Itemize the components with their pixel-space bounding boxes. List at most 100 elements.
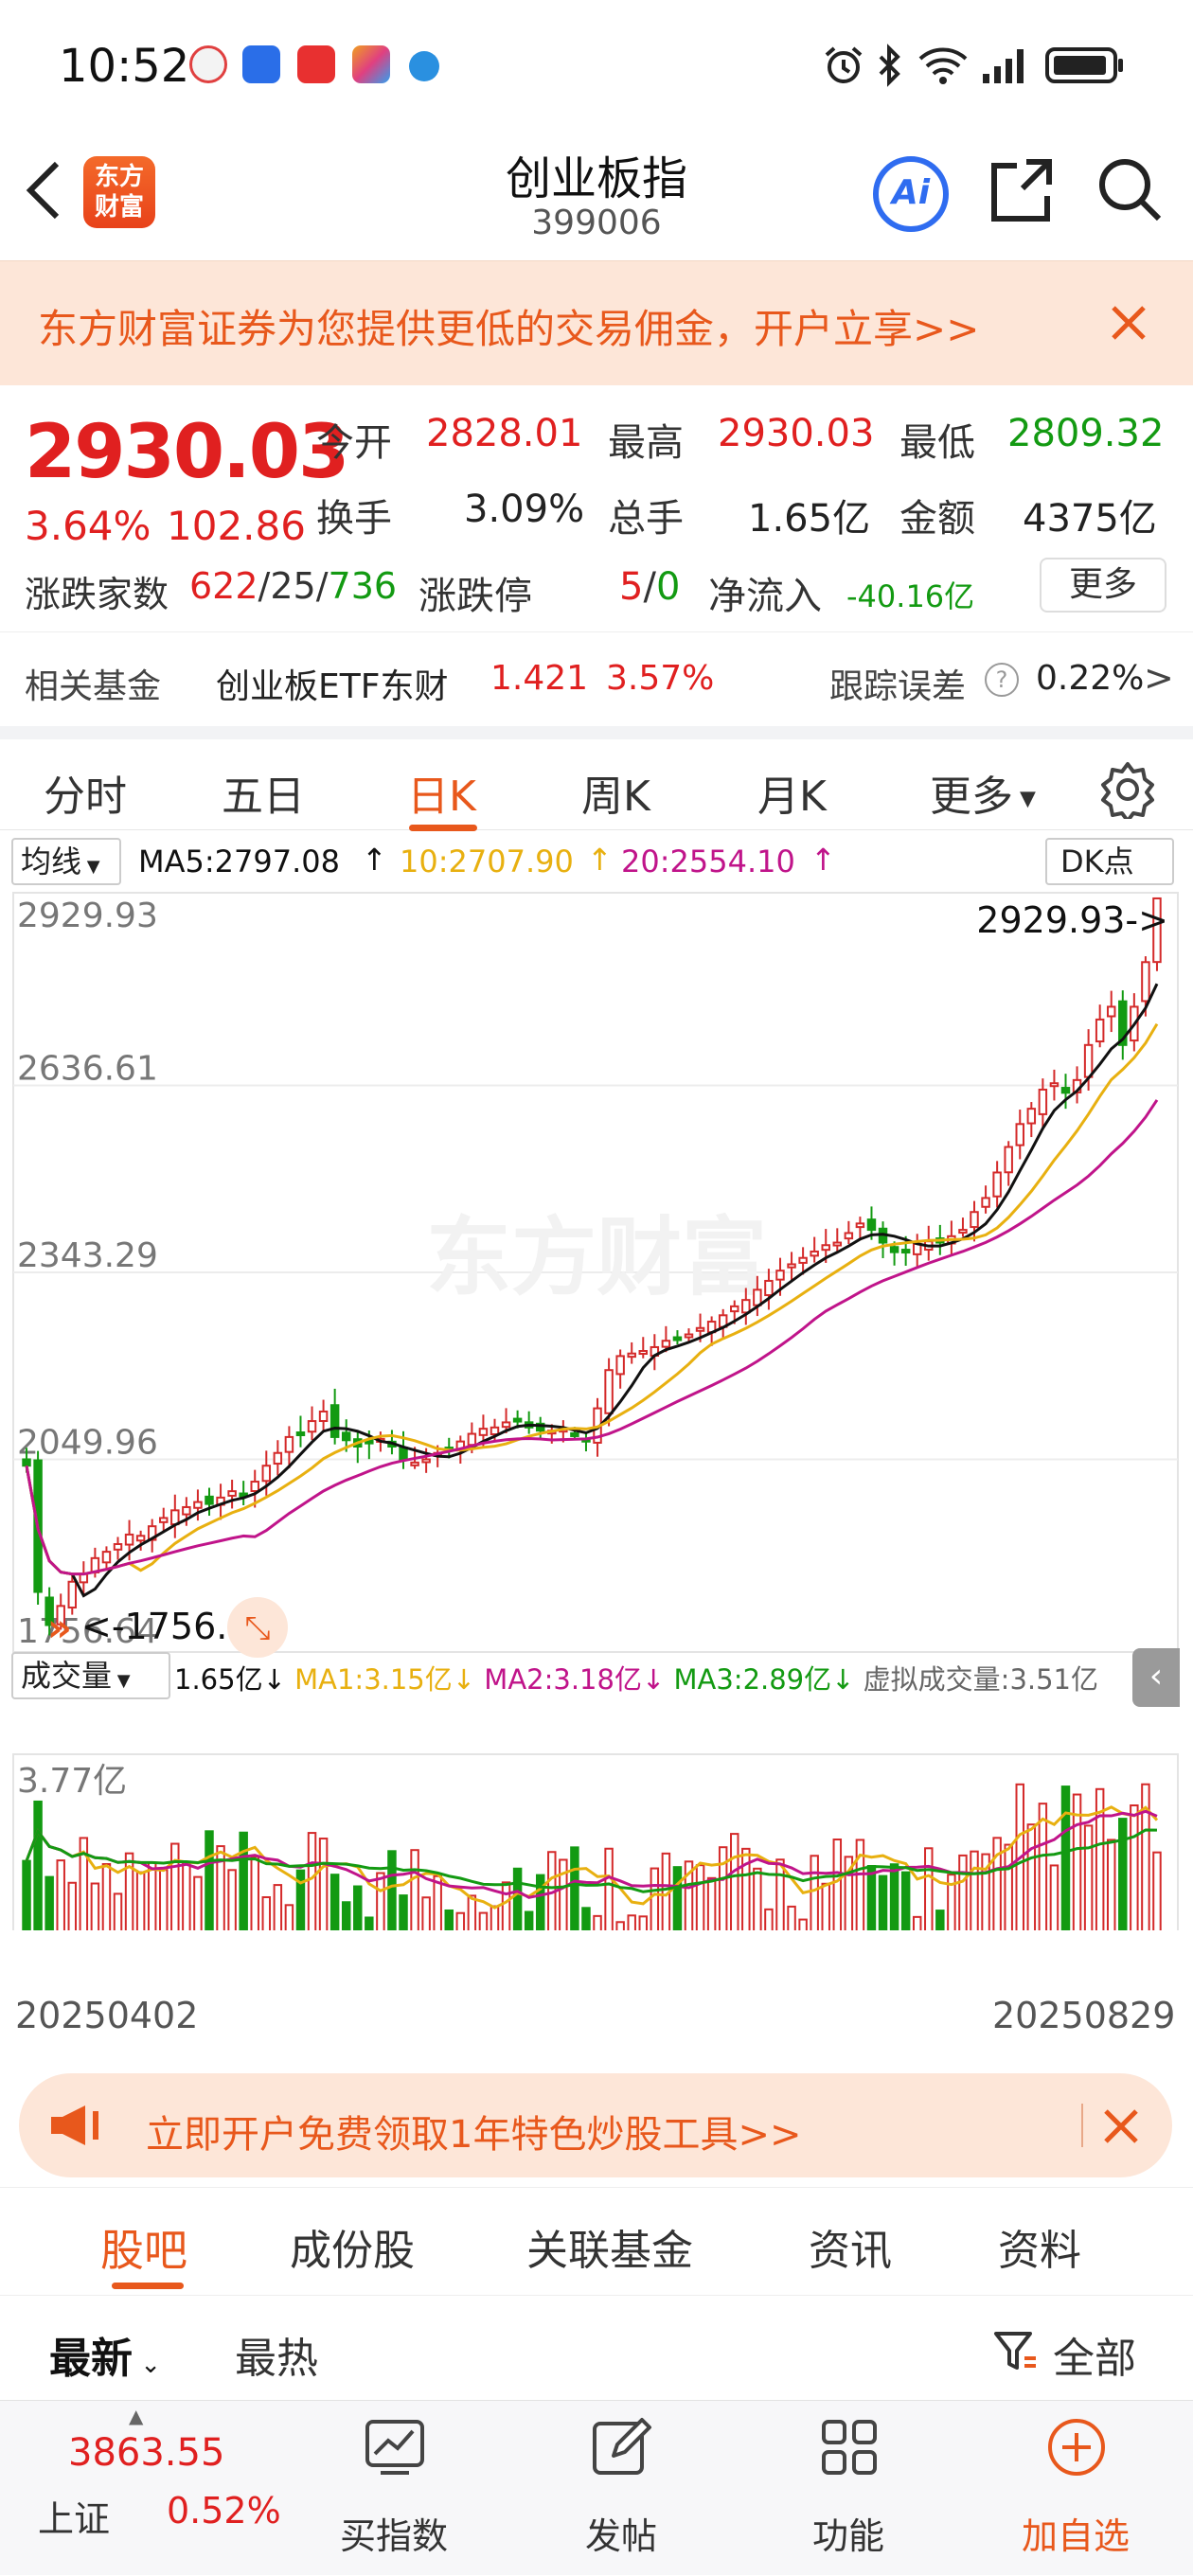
vol-ma3: MA3:2.89亿	[673, 1663, 832, 1696]
tab-profile[interactable]: 资料	[998, 2227, 1081, 2275]
tracking-label: 跟踪误差	[829, 667, 967, 706]
collapse-panel-button[interactable]: ‹	[1132, 1648, 1180, 1707]
low-value: 2809.32	[1007, 412, 1165, 455]
caret-down-icon: ▼	[81, 857, 100, 877]
change-pct: 3.64%	[25, 503, 151, 549]
volume-bar	[67, 1881, 78, 1930]
close-icon[interactable]	[1102, 2107, 1140, 2145]
candle	[730, 1305, 739, 1313]
candle	[1060, 1087, 1071, 1094]
back-icon[interactable]	[23, 160, 64, 221]
related-fund-row[interactable]: 相关基金 创业板ETF东财 1.421 3.57% 跟踪误差 ? 0.22% >	[0, 631, 1193, 726]
change-value: 102.86	[167, 503, 306, 549]
post-button[interactable]: 发帖	[536, 2401, 706, 2576]
app-notification-icon	[409, 51, 439, 81]
volume-bar	[1083, 1824, 1094, 1930]
volume-bar	[512, 1867, 523, 1930]
buy-index-label: 买指数	[339, 2515, 448, 2557]
candle	[661, 1340, 671, 1348]
tab-daily-k[interactable]: 日K	[407, 773, 476, 821]
volume-bar	[124, 1852, 134, 1930]
y-tick-label: 2929.93	[17, 897, 158, 935]
volume-bar	[33, 1800, 43, 1930]
volume-bar	[981, 1853, 990, 1930]
volume-bar	[353, 1885, 363, 1930]
volume-legend: 1.65亿↓ MA1:3.15亿↓ MA2:3.18亿↓ MA3:2.89亿↓ …	[174, 1658, 1098, 1697]
candle	[798, 1256, 808, 1264]
tab-related-funds[interactable]: 关联基金	[526, 2227, 693, 2275]
settings-gear-icon[interactable]	[1098, 760, 1157, 819]
kline-chart[interactable]: 2929.93 2636.61 2343.29 2049.96 1756.64 东方财富 2…	[0, 889, 1193, 1930]
volume-bar	[90, 1882, 100, 1930]
candle	[135, 1535, 146, 1542]
candle	[329, 1404, 340, 1438]
tab-news[interactable]: 资讯	[809, 2227, 892, 2275]
volume-bar	[1130, 1804, 1139, 1930]
add-watchlist-button[interactable]: 加自选	[990, 2401, 1161, 2576]
candle	[410, 1461, 419, 1466]
volume-bar	[318, 1838, 329, 1930]
search-icon[interactable]	[1096, 156, 1165, 224]
tab-weekly-k[interactable]: 周K	[581, 773, 650, 821]
fund-name: 创业板ETF东财	[216, 667, 449, 706]
volume-bar	[775, 1858, 785, 1930]
volume-bar	[22, 1859, 31, 1930]
volume-bar	[1072, 1793, 1082, 1930]
filter-all[interactable]: 全部	[1053, 2335, 1136, 2383]
candle	[1152, 897, 1162, 964]
volume-bar	[387, 1850, 397, 1930]
volume-bar	[604, 1847, 614, 1930]
volume-bar	[284, 1904, 294, 1930]
fund-label: 相关基金	[25, 667, 162, 706]
volume-bar	[958, 1854, 968, 1930]
commission-banner[interactable]: 东方财富证券为您提供更低的交易佣金，开户立享>>	[0, 260, 1193, 385]
index-pct: 0.52%	[167, 2490, 281, 2532]
candle	[261, 1465, 272, 1483]
x-end-date: 20250829	[992, 1995, 1176, 2036]
tab-wuri[interactable]: 五日	[222, 773, 305, 821]
volume-bar	[706, 1876, 717, 1930]
share-icon[interactable]	[988, 156, 1055, 222]
volume-bar	[182, 1860, 191, 1930]
more-button[interactable]: 更多	[1040, 558, 1166, 613]
volume-bar	[810, 1855, 819, 1930]
ai-button[interactable]: Ai	[873, 156, 949, 232]
help-icon[interactable]: ?	[985, 663, 1019, 697]
ma-select-label: 均线	[21, 844, 82, 879]
volume-indicator-select[interactable]: 成交量 ▼	[11, 1652, 170, 1699]
buy-index-button[interactable]: 买指数	[309, 2401, 479, 2576]
tab-more[interactable]: 更多 ▼	[930, 762, 1036, 823]
candle	[832, 1241, 843, 1247]
tab-guba[interactable]: 股吧	[100, 2225, 187, 2276]
max-price-label: 2929.93->	[976, 899, 1168, 941]
volume-bar	[1049, 1864, 1059, 1930]
megaphone-icon	[51, 2105, 98, 2145]
functions-button[interactable]: 功能	[763, 2401, 934, 2576]
sort-latest[interactable]: 最新 ⌄	[49, 2324, 161, 2385]
volume-value: 1.65亿	[748, 497, 871, 541]
open-account-promo[interactable]: 立即开户免费领取1年特色炒股工具>>	[19, 2073, 1172, 2177]
volume-bar	[341, 1901, 351, 1930]
ma-indicator-select[interactable]: 均线 ▼	[11, 838, 121, 885]
dk-point-button[interactable]: DK点	[1045, 838, 1174, 885]
tab-constituents[interactable]: 成份股	[290, 2227, 415, 2275]
candle	[992, 1171, 1002, 1198]
candle	[627, 1352, 636, 1359]
candle	[101, 1551, 112, 1564]
volume-bar	[855, 1839, 865, 1930]
tab-monthly-k[interactable]: 月K	[757, 773, 827, 821]
filter-icon[interactable]	[992, 2328, 1040, 2375]
volume-bar	[261, 1896, 272, 1930]
alarm-icon	[825, 46, 863, 83]
nav-header: 东方 财富 创业板指 399006 Ai	[0, 128, 1193, 260]
sort-hot[interactable]: 最热	[235, 2335, 318, 2383]
plus-circle-icon	[1048, 2419, 1105, 2476]
volume-bar	[159, 1869, 169, 1930]
volume-bar	[695, 1864, 705, 1930]
tab-fenshi[interactable]: 分时	[44, 773, 127, 821]
volume-bar	[992, 1837, 1002, 1930]
candle	[490, 1426, 500, 1436]
down-arrow-icon: ↓	[262, 1663, 286, 1696]
close-icon[interactable]	[1108, 302, 1149, 344]
index-ticker[interactable]: ▲ 3863.55 上证 0.52%	[0, 2401, 284, 2576]
